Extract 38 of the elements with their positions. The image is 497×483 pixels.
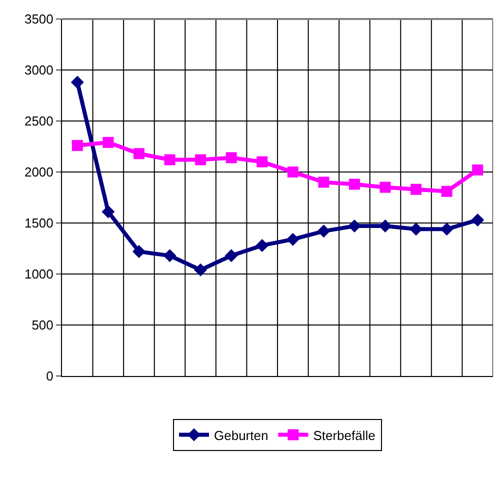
point [441,186,452,197]
point [471,213,484,226]
point [226,152,237,164]
point [348,220,361,233]
point [132,245,146,258]
y-tick-label: 0 [46,368,54,384]
point [102,205,115,218]
y-tick-label: 2000 [24,164,54,180]
point [410,184,422,195]
y-tick-label: 500 [32,318,54,333]
point [72,140,83,151]
point [70,76,84,89]
point [195,154,206,166]
legend-label: Geburten [214,428,268,443]
point [348,178,360,190]
y-tick-label: 2500 [24,114,54,129]
y-tick-label: 1500 [24,216,54,231]
point [410,222,423,236]
point [378,220,392,233]
point [164,154,176,166]
point [440,222,454,236]
point [317,224,330,238]
point [287,166,298,178]
point [102,136,114,148]
point [380,182,391,193]
point [133,148,144,160]
point [318,176,330,188]
y-tick-label: 3000 [24,62,54,78]
y-tick-label: 3500 [24,12,54,27]
y-tick-label: 1000 [24,266,54,282]
point [286,232,300,246]
point [224,249,238,262]
point [163,249,176,262]
legend-label: Sterbefälle [313,428,376,443]
point [472,164,484,176]
point [194,263,208,276]
point [256,156,268,168]
point [256,238,269,252]
